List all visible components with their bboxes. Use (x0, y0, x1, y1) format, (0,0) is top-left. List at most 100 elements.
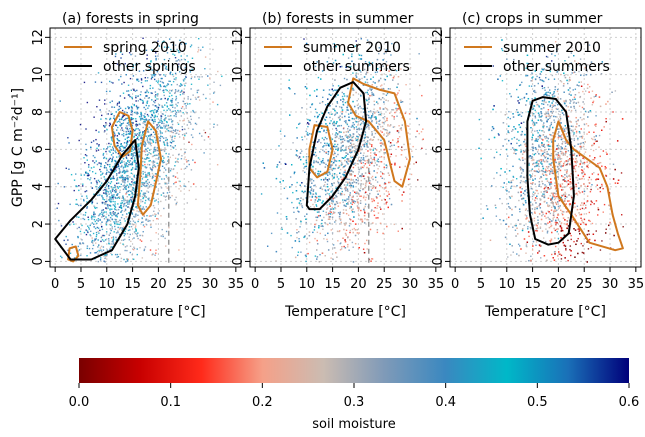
scatter-point (111, 226, 113, 228)
scatter-point (351, 156, 354, 159)
scatter-point (121, 133, 123, 136)
scatter-point (312, 180, 315, 182)
scatter-point (182, 50, 184, 52)
scatter-point (319, 253, 321, 256)
scatter-point (126, 142, 128, 144)
scatter-point (130, 163, 132, 165)
scatter-point (179, 60, 181, 62)
scatter-point (116, 145, 118, 147)
scatter-point (132, 155, 134, 157)
scatter-point (134, 182, 137, 184)
scatter-point (320, 178, 323, 181)
scatter-point (121, 160, 123, 162)
scatter-point (366, 107, 368, 109)
scatter-point (411, 156, 414, 158)
scatter-point (332, 167, 335, 170)
scatter-point (115, 239, 118, 242)
scatter-point (345, 160, 348, 163)
scatter-point (90, 200, 92, 203)
scatter-point (365, 196, 367, 199)
scatter-point (350, 205, 352, 208)
scatter-point (118, 172, 120, 174)
scatter-point (134, 160, 137, 162)
scatter-point (179, 185, 181, 187)
scatter-point (128, 124, 130, 126)
scatter-point (124, 127, 127, 129)
scatter-point (97, 191, 100, 194)
scatter-point (300, 203, 303, 205)
scatter-point (94, 238, 96, 240)
scatter-point (343, 174, 346, 176)
scatter-point (386, 119, 388, 122)
scatter-point (135, 165, 137, 168)
scatter-point (318, 225, 320, 227)
scatter-point (298, 238, 300, 240)
scatter-point (316, 216, 319, 219)
scatter-point (85, 229, 87, 231)
scatter-point (369, 64, 371, 66)
x-tick-label: 15 (124, 277, 141, 292)
scatter-point (158, 153, 160, 155)
scatter-point (340, 142, 342, 144)
scatter-point (387, 134, 389, 136)
scatter-point (395, 109, 398, 111)
scatter-point (336, 143, 339, 146)
scatter-point (153, 78, 156, 81)
scatter-point (134, 216, 136, 218)
scatter-point (67, 239, 69, 241)
scatter-point (316, 258, 318, 260)
scatter-point (373, 159, 376, 162)
scatter-point (351, 170, 353, 172)
scatter-point (105, 224, 108, 226)
scatter-point (78, 216, 80, 218)
scatter-point (359, 202, 362, 204)
scatter-point (381, 97, 384, 99)
scatter-point (91, 222, 94, 224)
scatter-point (418, 53, 420, 55)
scatter-point (145, 173, 147, 176)
scatter-point (132, 220, 135, 222)
scatter-point (173, 115, 175, 117)
scatter-point (156, 147, 159, 149)
scatter-point (296, 207, 298, 209)
scatter-point (362, 248, 365, 250)
scatter-point (126, 233, 129, 235)
scatter-point (295, 218, 297, 220)
scatter-point (95, 138, 97, 141)
scatter-point (385, 203, 387, 205)
scatter-point (173, 54, 176, 56)
scatter-point (165, 120, 168, 123)
scatter-point (184, 78, 186, 80)
scatter-point (384, 129, 386, 131)
scatter-point (327, 213, 330, 216)
scatter-point (165, 169, 167, 171)
scatter-point (315, 160, 317, 163)
scatter-point (164, 199, 167, 201)
scatter-point (396, 93, 398, 96)
scatter-point (185, 76, 187, 79)
scatter-point (136, 111, 139, 114)
scatter-point (166, 192, 169, 194)
scatter-point (392, 77, 395, 79)
scatter-point (150, 144, 152, 147)
scatter-point (389, 74, 391, 76)
scatter-point (109, 200, 111, 202)
scatter-point (175, 196, 177, 199)
scatter-point (294, 93, 296, 95)
scatter-point (350, 206, 352, 209)
scatter-point (169, 80, 171, 83)
scatter-point (164, 183, 166, 185)
scatter-point (371, 187, 374, 190)
scatter-point (115, 162, 117, 164)
scatter-point (115, 190, 117, 192)
scatter-point (127, 130, 130, 133)
scatter-point (382, 93, 384, 95)
scatter-point (77, 236, 79, 239)
scatter-point (344, 241, 347, 243)
scatter-point (339, 249, 342, 251)
scatter-point (135, 124, 137, 126)
scatter-point (132, 189, 134, 191)
scatter-point (184, 59, 186, 61)
scatter-point (106, 183, 108, 185)
